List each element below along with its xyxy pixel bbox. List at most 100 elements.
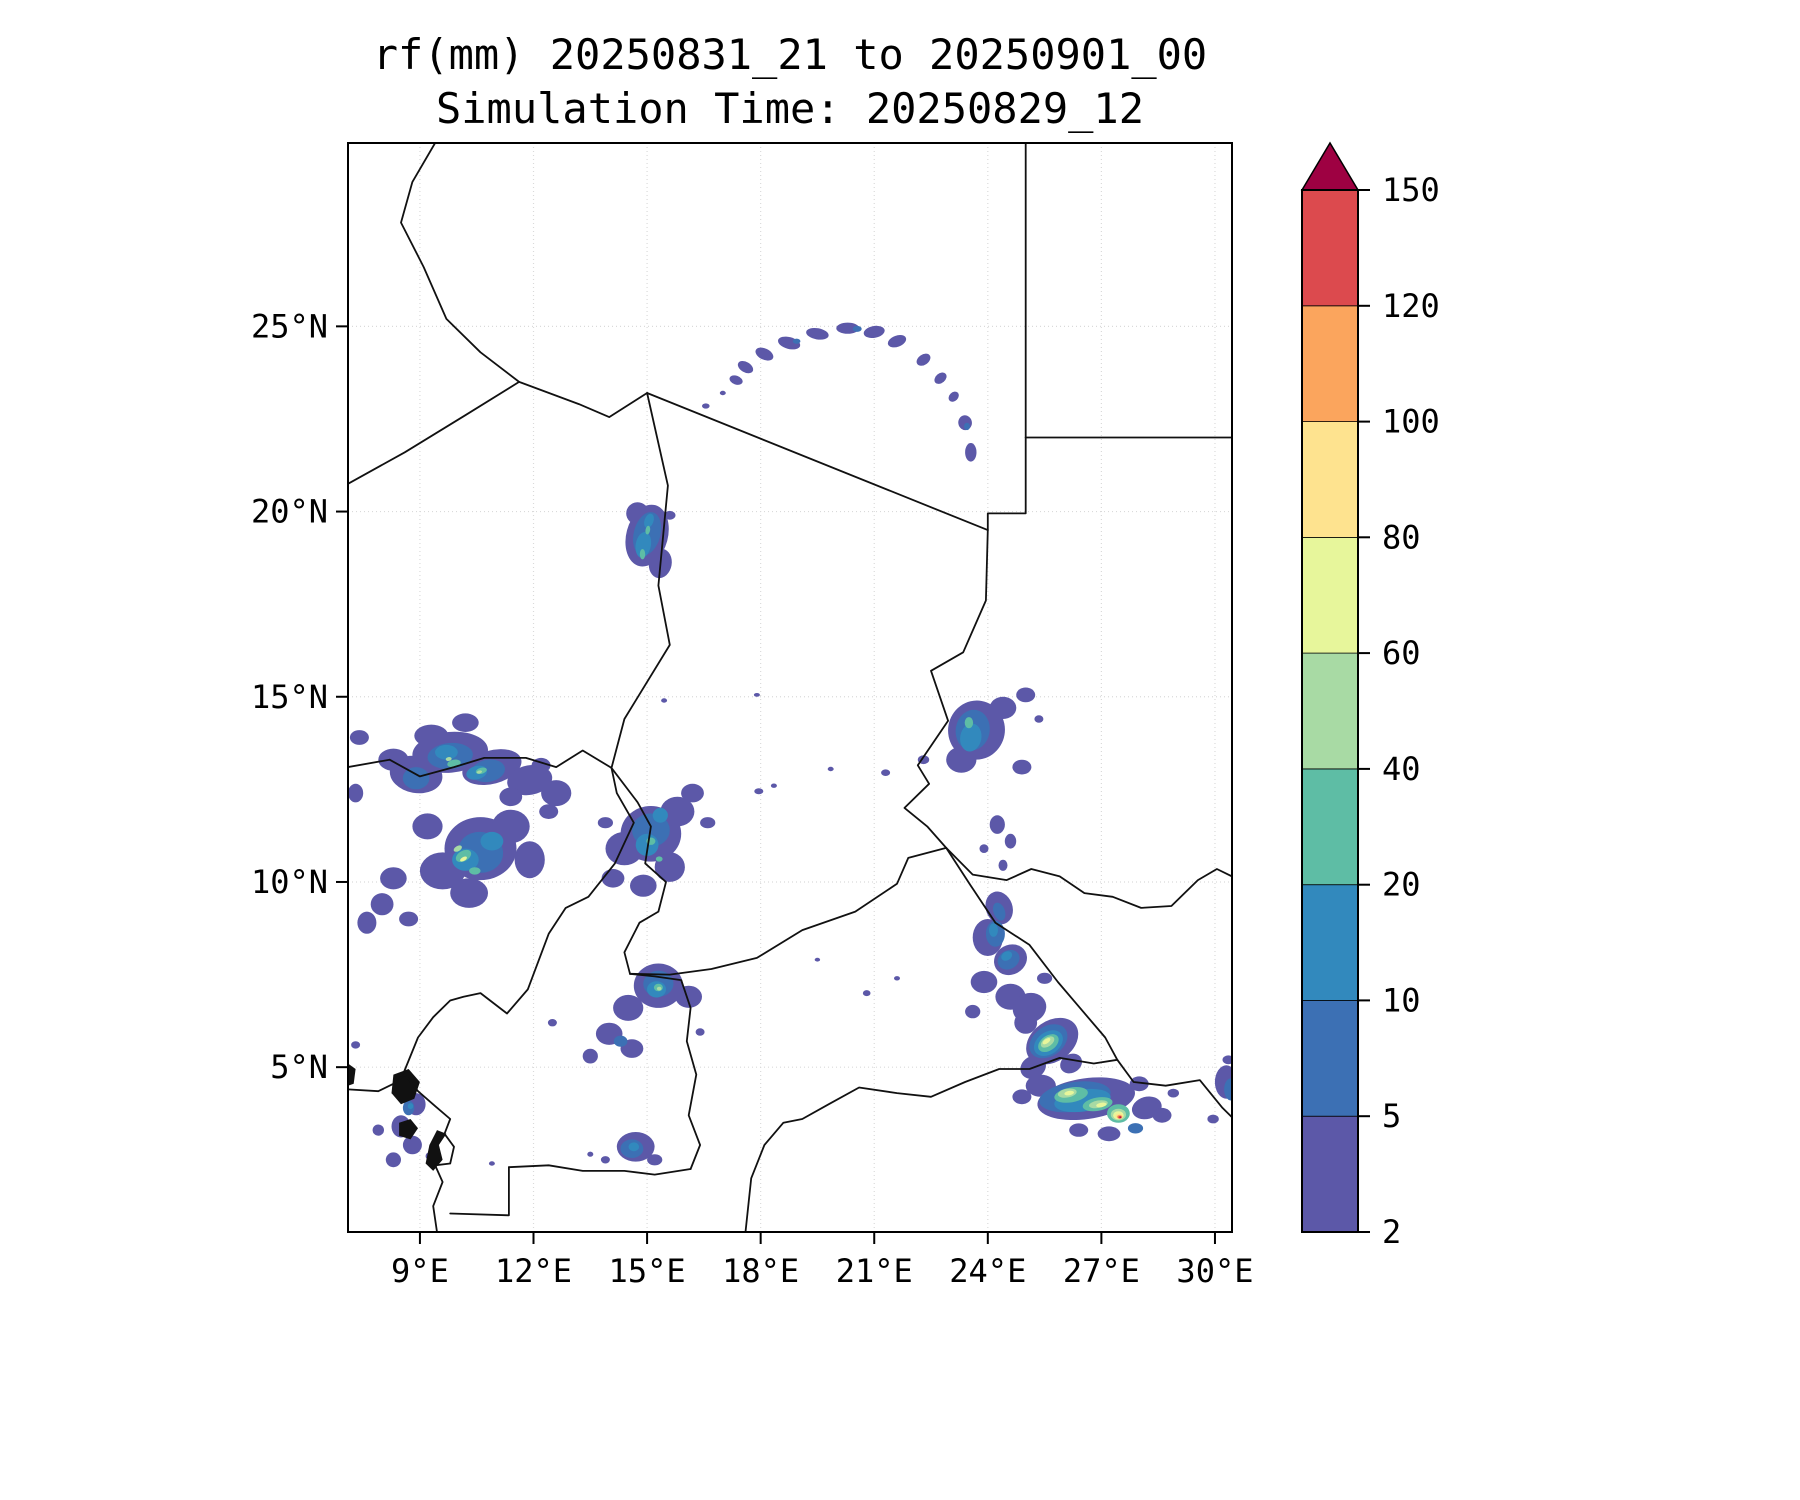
border-cameroon-car xyxy=(629,972,701,1170)
colorbar-segment xyxy=(1301,189,1359,307)
rain-cell xyxy=(681,783,704,803)
colorbar-segment xyxy=(1301,536,1359,654)
rain-cell xyxy=(385,1152,401,1168)
colorbar-segment xyxy=(1301,1000,1359,1117)
rain-cell xyxy=(601,869,625,888)
rain-cell xyxy=(964,422,970,431)
border-equatorial-guinea xyxy=(449,1166,510,1217)
rain-cell xyxy=(450,878,488,908)
rain-cell xyxy=(1097,1126,1121,1142)
x-tick-label: 21°E xyxy=(836,1252,913,1290)
colorbar-segment xyxy=(1301,305,1359,422)
rain-cell xyxy=(370,893,394,916)
rain-cell xyxy=(488,1161,495,1166)
rain-cell xyxy=(675,985,702,1008)
rain-cell xyxy=(827,766,834,772)
rain-cell xyxy=(445,757,452,761)
rain-cell xyxy=(435,744,458,760)
rain-cell xyxy=(407,1103,414,1110)
rain-cell xyxy=(998,859,1008,871)
rain-cell xyxy=(1222,1055,1232,1065)
rain-cell xyxy=(1034,715,1044,723)
rain-cell xyxy=(792,338,801,344)
rain-cell xyxy=(989,923,998,937)
rain-cell xyxy=(852,325,862,332)
rain-cell xyxy=(862,990,871,997)
coastal-water-left-edge xyxy=(348,1063,356,1086)
rain-cell xyxy=(979,844,989,853)
rain-cell xyxy=(729,375,743,385)
rain-cell xyxy=(1004,833,1017,849)
rain-cell xyxy=(1064,1090,1075,1096)
rain-cell xyxy=(499,787,523,807)
x-tick-label: 27°E xyxy=(1063,1252,1140,1290)
y-tick-label: 15°N xyxy=(251,678,328,716)
rain-cell xyxy=(613,994,644,1021)
colorbar-tick-label: 5 xyxy=(1382,1097,1401,1135)
rain-cell xyxy=(357,911,377,934)
rain-cell xyxy=(836,322,860,334)
rain-cell xyxy=(754,788,764,795)
rain-cell xyxy=(1224,1078,1232,1101)
rain-cell xyxy=(380,867,407,890)
border-niger-chad xyxy=(610,392,671,769)
rain-cell xyxy=(1069,1123,1089,1137)
colorbar-tick-label: 2 xyxy=(1382,1213,1401,1251)
y-tick-label: 5°N xyxy=(270,1048,328,1086)
rain-cell xyxy=(491,809,530,844)
rain-cell xyxy=(582,1048,598,1064)
colorbar-tick-label: 60 xyxy=(1382,634,1421,672)
border-coastline-gulf-of-guinea xyxy=(348,1073,455,1232)
rain-cell xyxy=(916,353,931,366)
border-nigeria-cameroon xyxy=(401,767,635,1076)
rain-cell xyxy=(351,1041,361,1049)
rain-cell xyxy=(655,856,663,862)
rain-cell xyxy=(1129,1076,1149,1092)
rain-cell xyxy=(647,1154,663,1166)
rain-cell xyxy=(946,746,977,773)
colorbar-segment xyxy=(1301,884,1359,1001)
rain-cell xyxy=(960,723,982,752)
rain-cell xyxy=(414,724,449,747)
rain-cell xyxy=(480,831,504,851)
colorbar-segment xyxy=(1301,1115,1359,1233)
rain-cell xyxy=(402,1135,422,1155)
x-tick-label: 15°E xyxy=(609,1252,686,1290)
rain-cell xyxy=(863,325,885,338)
rain-cell xyxy=(645,525,651,535)
rain-cell xyxy=(469,867,481,875)
rain-cell xyxy=(1042,1038,1051,1045)
rain-cell xyxy=(934,372,947,384)
rain-cell xyxy=(992,902,1006,921)
rain-cell xyxy=(455,849,472,863)
rain-cell xyxy=(887,335,907,348)
rain-cell xyxy=(965,1004,981,1019)
rain-cell xyxy=(664,510,676,520)
rain-cell xyxy=(989,696,1017,720)
rain-cell xyxy=(970,970,998,994)
rain-cell xyxy=(695,1028,705,1036)
rain-cell xyxy=(989,815,1005,834)
rain-cell xyxy=(737,360,754,374)
x-tick-label: 24°E xyxy=(949,1252,1026,1290)
border-chad-car xyxy=(629,847,948,976)
rain-cell xyxy=(1127,1123,1144,1134)
border-algeria-libya xyxy=(400,143,520,383)
colorbar-segment xyxy=(1301,421,1359,538)
y-tick-label: 20°N xyxy=(251,493,328,531)
rain-cell xyxy=(349,730,369,745)
rain-cell xyxy=(770,783,777,788)
colorbar-tick-label: 20 xyxy=(1382,866,1421,904)
rain-cell xyxy=(806,327,829,340)
rain-cell xyxy=(541,780,572,807)
rain-cell xyxy=(453,845,462,852)
rain-cell xyxy=(476,770,483,774)
border-libya-sudan xyxy=(986,436,1027,531)
colorbar-segment xyxy=(1301,768,1359,886)
border-niger-libya xyxy=(518,380,648,419)
rain-cell xyxy=(1012,759,1032,775)
rain-cell xyxy=(644,513,654,528)
rain-cell xyxy=(348,783,364,803)
coastal-water-bioko xyxy=(399,1119,418,1140)
